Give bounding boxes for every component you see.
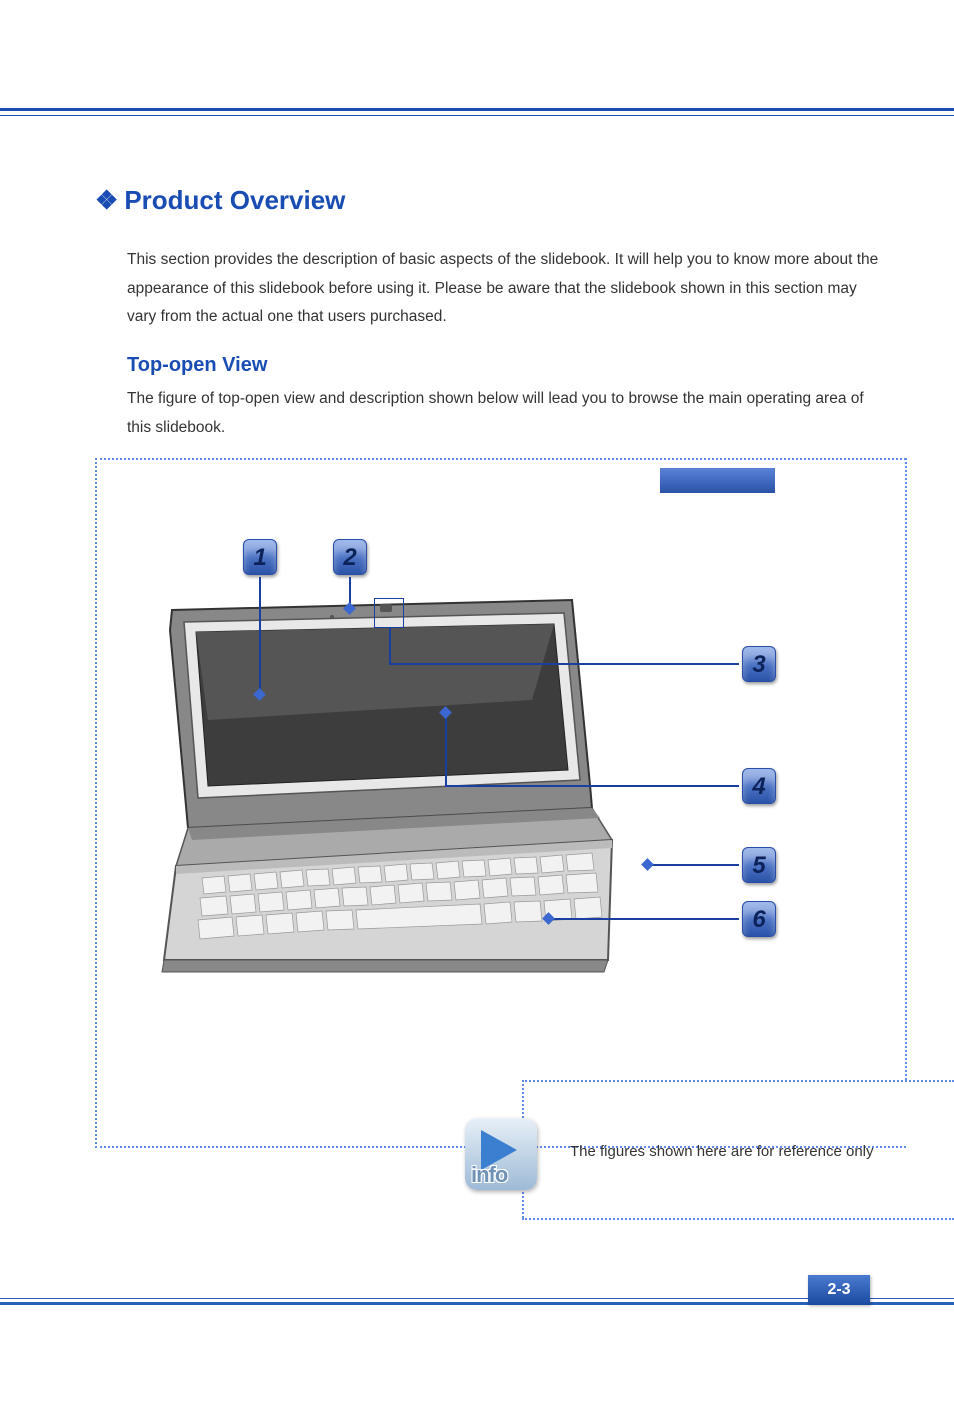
top-horizontal-rule bbox=[0, 108, 954, 111]
leader-5h bbox=[647, 864, 739, 866]
info-frame-top bbox=[522, 1080, 954, 1082]
leader-1 bbox=[259, 577, 261, 691]
leader-6h bbox=[548, 918, 739, 920]
subsection-heading: Top-open View bbox=[127, 354, 890, 377]
callout-5: 5 bbox=[742, 847, 776, 883]
leader-3h bbox=[389, 663, 739, 665]
callout-1: 1 bbox=[243, 539, 277, 575]
page-number: 2-3 bbox=[808, 1275, 870, 1305]
diagram-tab bbox=[660, 468, 775, 493]
callout-6: 6 bbox=[742, 901, 776, 937]
leader-4v bbox=[445, 712, 447, 785]
page-content: ❖Product Overview This section provides … bbox=[95, 185, 890, 442]
heading-text: Product Overview bbox=[124, 185, 345, 215]
info-label: info bbox=[471, 1162, 507, 1188]
diagram-frame-right bbox=[905, 458, 907, 1080]
callout-3: 3 bbox=[742, 646, 776, 682]
info-icon: info bbox=[465, 1118, 537, 1190]
slidebook-illustration bbox=[152, 580, 632, 980]
subsection-paragraph: The figure of top-open view and descript… bbox=[127, 385, 890, 442]
heading-bullet-icon: ❖ bbox=[95, 185, 118, 215]
section-heading: ❖Product Overview bbox=[95, 185, 890, 216]
reference-note: The figures shown here are for reference… bbox=[570, 1143, 874, 1160]
callout-4: 4 bbox=[742, 768, 776, 804]
callout-2: 2 bbox=[333, 539, 367, 575]
camera-highlight-box bbox=[374, 598, 404, 628]
leader-3v bbox=[389, 628, 391, 664]
top-horizontal-rule-thin bbox=[0, 115, 954, 116]
info-frame-bottom bbox=[522, 1218, 954, 1220]
intro-paragraph: This section provides the description of… bbox=[127, 246, 890, 332]
leader-4h bbox=[445, 785, 739, 787]
